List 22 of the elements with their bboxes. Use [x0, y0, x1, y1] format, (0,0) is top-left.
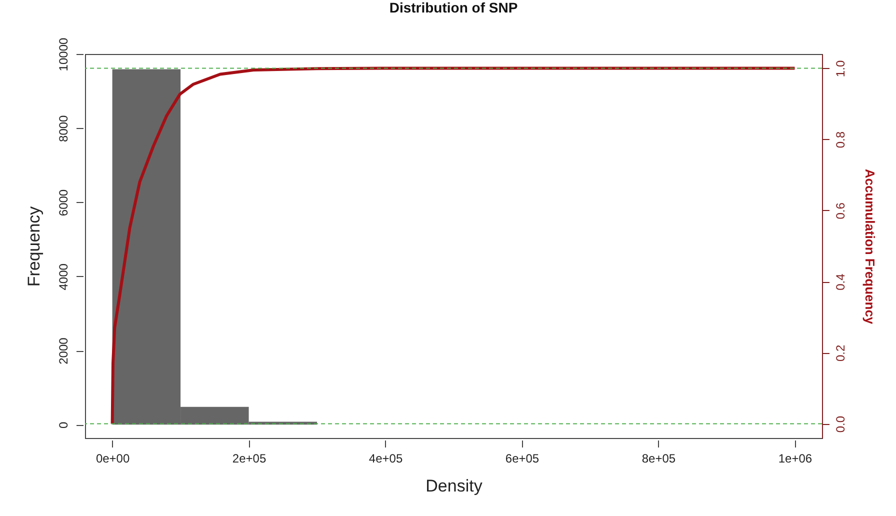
y-tick-label: 4000 [56, 263, 70, 290]
x-tick-label: 6e+05 [505, 452, 540, 466]
y-tick-label: 10000 [56, 37, 70, 72]
y-tick-label: 2000 [56, 337, 70, 364]
y-tick-label: 8000 [56, 114, 70, 142]
y-tick-label: 0 [56, 422, 70, 428]
y-axis-title: Frequency [24, 206, 44, 287]
y-tick-label: 6000 [56, 189, 70, 216]
y2-tick-label: 0.8 [834, 131, 848, 148]
x-tick-label: 8e+05 [642, 452, 676, 466]
y2-tick-label: 0.0 [834, 416, 848, 433]
y2-tick-label: 0.4 [834, 273, 848, 290]
chart-title: Distribution of SNP [389, 0, 518, 16]
x-axis-title: Density [426, 476, 483, 496]
x-tick-label: 1e+06 [778, 452, 812, 466]
y2-tick-label: 0.6 [834, 202, 848, 220]
x-tick-label: 4e+05 [368, 452, 403, 466]
x-tick-label: 2e+05 [232, 452, 266, 466]
x-tick-label: 0e+00 [96, 452, 130, 466]
y2-tick-label: 1.0 [834, 60, 848, 78]
y2-axis-title: Accumulation Frequency [862, 168, 878, 325]
y2-tick-label: 0.2 [834, 344, 848, 362]
